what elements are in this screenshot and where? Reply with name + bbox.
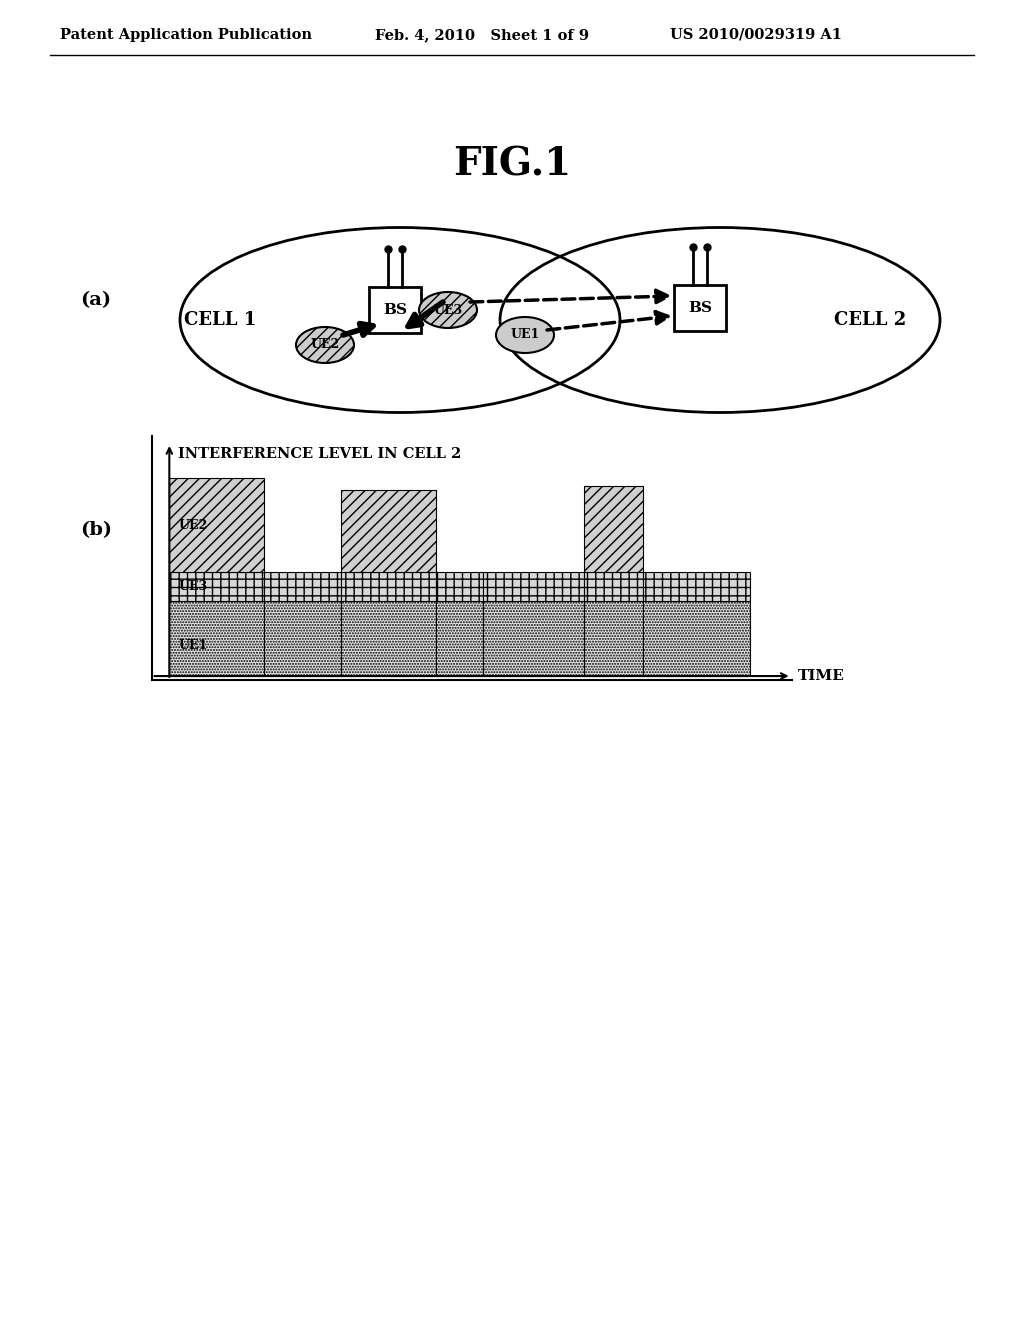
Bar — [341, 490, 436, 573]
Text: UE3: UE3 — [433, 304, 463, 317]
Text: UE2: UE2 — [178, 519, 208, 532]
Bar — [584, 573, 643, 601]
Bar — [341, 601, 436, 676]
Ellipse shape — [496, 317, 554, 352]
Bar — [483, 573, 584, 601]
Bar — [264, 573, 341, 601]
Bar — [584, 601, 643, 676]
Text: TIME: TIME — [798, 669, 845, 682]
Text: (a): (a) — [80, 290, 112, 309]
Text: FIG.1: FIG.1 — [453, 147, 571, 183]
Text: Patent Application Publication: Patent Application Publication — [60, 28, 312, 42]
Text: UE1: UE1 — [510, 329, 540, 342]
Bar — [643, 573, 750, 601]
Bar — [169, 601, 264, 676]
Text: UE2: UE2 — [310, 338, 340, 351]
Bar — [643, 601, 750, 676]
Text: CELL 1: CELL 1 — [184, 312, 256, 329]
Text: CELL 2: CELL 2 — [834, 312, 906, 329]
Text: (b): (b) — [80, 521, 112, 539]
Text: UE1: UE1 — [178, 639, 208, 652]
Text: UE3: UE3 — [178, 579, 207, 593]
Ellipse shape — [419, 292, 477, 327]
Bar — [584, 486, 643, 573]
Bar — [264, 601, 341, 676]
Text: BS: BS — [383, 304, 407, 317]
Bar — [436, 573, 483, 601]
Ellipse shape — [296, 327, 354, 363]
Bar — [169, 573, 264, 601]
Text: Feb. 4, 2010   Sheet 1 of 9: Feb. 4, 2010 Sheet 1 of 9 — [375, 28, 589, 42]
Bar — [169, 478, 264, 573]
Bar — [369, 286, 421, 333]
Bar — [674, 285, 726, 331]
Bar — [436, 601, 483, 676]
Bar — [483, 601, 584, 676]
Text: INTERFERENCE LEVEL IN CELL 2: INTERFERENCE LEVEL IN CELL 2 — [178, 447, 462, 461]
Bar — [341, 573, 436, 601]
Text: US 2010/0029319 A1: US 2010/0029319 A1 — [670, 28, 842, 42]
Text: BS: BS — [688, 301, 712, 315]
